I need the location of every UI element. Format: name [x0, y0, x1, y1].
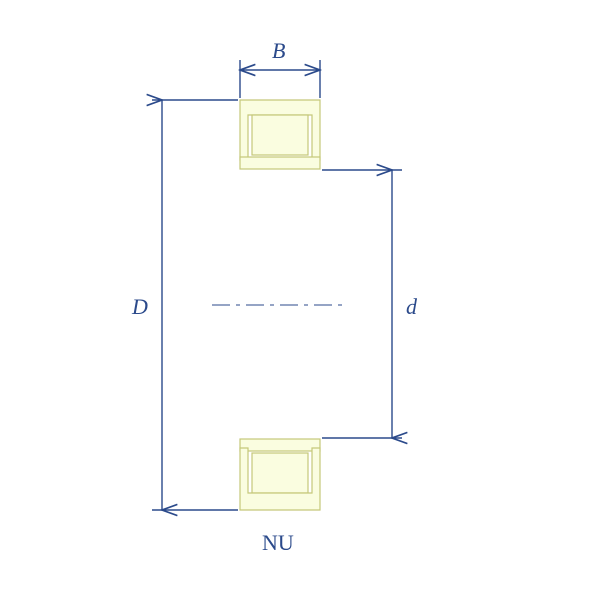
dim-d [322, 170, 402, 438]
diagram-canvas: B D d NU [0, 0, 600, 600]
label-D: D [132, 294, 148, 320]
label-d: d [406, 294, 417, 320]
dim-B [240, 60, 320, 98]
bearing-lower [240, 439, 320, 510]
label-type: NU [262, 530, 294, 556]
label-B: B [272, 38, 285, 64]
bearing-upper [240, 100, 320, 169]
bearing-diagram-svg [0, 0, 600, 600]
